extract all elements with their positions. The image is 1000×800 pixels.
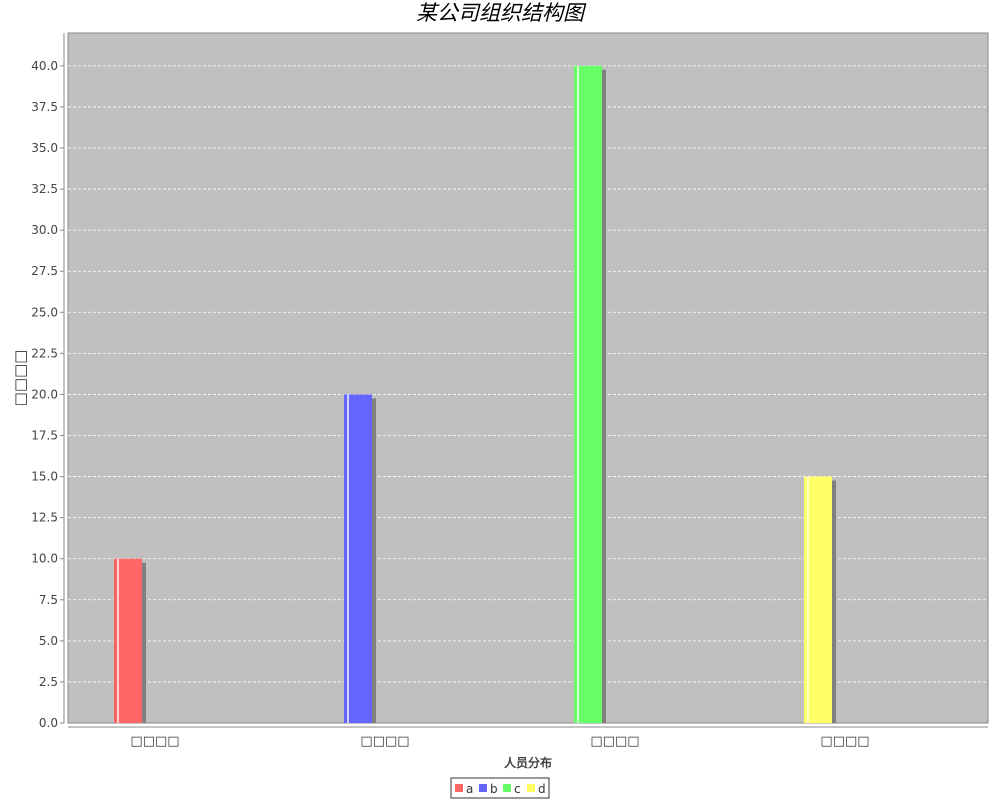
y-tick-label: 35.0 <box>31 141 58 155</box>
y-tick-label: 15.0 <box>31 470 58 484</box>
y-tick-label: 0.0 <box>39 716 58 730</box>
chart-title: 某公司组织结构图 <box>416 1 584 25</box>
legend-swatch-d <box>527 784 535 792</box>
y-tick-label: 40.0 <box>31 59 58 73</box>
y-tick-label: 17.5 <box>31 429 58 443</box>
legend-label-b: b <box>490 782 498 796</box>
y-tick-label: 12.5 <box>31 511 58 525</box>
y-tick-label: 20.0 <box>31 387 58 401</box>
y-tick-label: 7.5 <box>39 593 58 607</box>
y-axis-title: □□□□ <box>11 350 29 407</box>
legend-swatch-a <box>455 784 463 792</box>
y-tick-label: 32.5 <box>31 182 58 196</box>
bar-highlight <box>577 65 579 724</box>
y-tick-label: 10.0 <box>31 552 58 566</box>
y-tick-label: 2.5 <box>39 675 58 689</box>
x-tick-label: □□□□ <box>590 734 639 749</box>
legend-swatch-c <box>503 784 511 792</box>
legend-swatch-b <box>479 784 487 792</box>
y-tick-label: 5.0 <box>39 634 58 648</box>
y-tick-label: 30.0 <box>31 223 58 237</box>
legend-label-d: d <box>538 782 546 796</box>
y-tick-label: 22.5 <box>31 346 58 360</box>
x-axis-title: 人员分布 <box>504 755 552 770</box>
bar-highlight <box>117 558 119 723</box>
y-tick-label: 25.0 <box>31 305 58 319</box>
bar-highlight <box>347 394 349 723</box>
y-tick-label: 37.5 <box>31 100 58 114</box>
x-tick-label: □□□□ <box>360 734 409 749</box>
x-tick-label: □□□□ <box>820 734 869 749</box>
legend-label-c: c <box>514 782 521 796</box>
y-tick-label: 27.5 <box>31 264 58 278</box>
legend-label-a: a <box>466 782 473 796</box>
plot-area <box>67 32 989 724</box>
legend-box <box>450 777 550 799</box>
bar-highlight <box>807 476 809 723</box>
x-tick-label: □□□□ <box>130 734 179 749</box>
